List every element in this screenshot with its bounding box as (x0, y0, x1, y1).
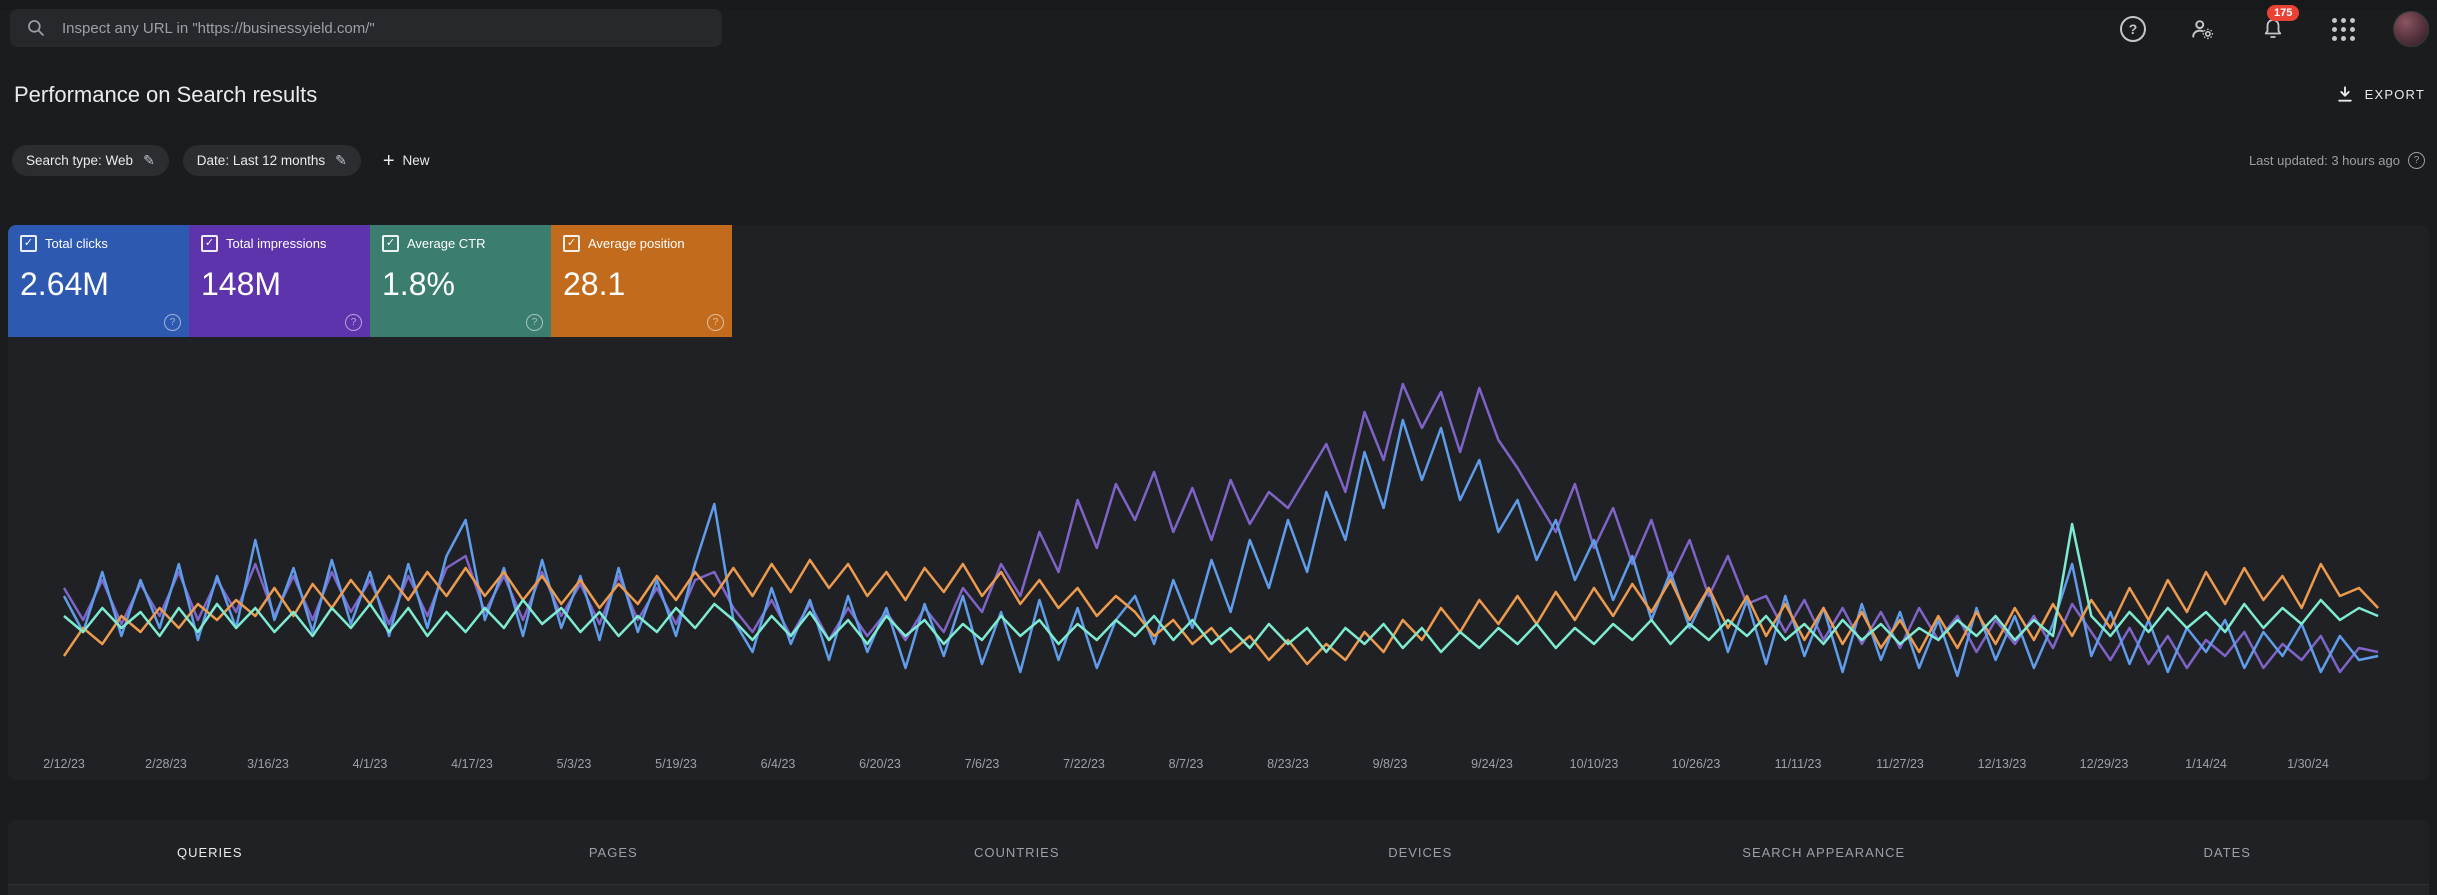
help-circle-icon[interactable]: ? (2408, 152, 2425, 169)
checkbox-checked-icon[interactable]: ✓ (382, 235, 399, 252)
edit-pencil-icon[interactable]: ✎ (335, 152, 347, 168)
metric-value: 148M (201, 266, 282, 302)
url-inspect-searchbar[interactable] (10, 9, 722, 47)
account-button[interactable] (2393, 9, 2429, 49)
metric-card-total-impressions[interactable]: ✓ Total impressions 148M ? (189, 225, 370, 337)
tab-dates[interactable]: DATES (2203, 844, 2251, 860)
x-axis-label: 2/12/23 (43, 757, 85, 771)
bell-icon (2264, 19, 2282, 38)
x-axis-label: 11/11/23 (1774, 757, 1822, 771)
x-axis-label: 11/27/23 (1876, 757, 1924, 771)
metric-label: Total clicks (45, 236, 108, 251)
notifications-button[interactable]: 175 (2253, 5, 2300, 49)
last-updated-text: Last updated: 3 hours ago (2248, 153, 2400, 168)
user-settings-button[interactable] (2183, 9, 2223, 49)
metric-cards: ✓ Total clicks 2.64M ? ✓ Total impressio… (8, 225, 2429, 337)
dimension-tabs: QUERIES PAGES COUNTRIES DEVICES SEARCH A… (8, 820, 2429, 887)
checkbox-checked-icon[interactable]: ✓ (20, 235, 37, 252)
metric-card-average-ctr[interactable]: ✓ Average CTR 1.8% ? (370, 225, 551, 337)
x-axis-label: 1/30/24 (2287, 757, 2329, 771)
help-button[interactable]: ? (2113, 9, 2153, 49)
page-title: Performance on Search results (14, 82, 318, 107)
x-axis-label: 9/8/23 (1372, 757, 1408, 771)
filter-bar: Search type: Web ✎ Date: Last 12 months … (12, 145, 438, 176)
x-axis-label: 12/29/23 (2079, 757, 2129, 771)
search-type-filter-label: Search type: Web (26, 153, 134, 168)
search-type-filter-chip[interactable]: Search type: Web ✎ (12, 145, 169, 176)
help-icon: ? (2120, 16, 2146, 42)
plus-icon: + (382, 149, 395, 172)
x-axis-label: 1/14/24 (2185, 757, 2227, 771)
topbar-icons: ? 175 (2113, 5, 2429, 49)
tab-devices[interactable]: DEVICES (1388, 844, 1453, 860)
series-line-impressions (62, 382, 2379, 674)
search-icon (28, 20, 45, 37)
x-axis-label: 5/19/23 (655, 757, 697, 771)
metric-card-average-position[interactable]: ✓ Average position 28.1 ? (551, 225, 732, 337)
checkbox-checked-icon[interactable]: ✓ (201, 235, 218, 252)
x-axis-label: 4/1/23 (352, 757, 388, 771)
download-icon (2337, 86, 2352, 102)
date-filter-chip[interactable]: Date: Last 12 months ✎ (182, 145, 361, 176)
x-axis-label: 4/17/23 (451, 757, 493, 771)
series-line-ctr (63, 522, 2379, 654)
last-updated: Last updated: 3 hours ago ? (2249, 152, 2425, 169)
metric-value: 28.1 (563, 266, 626, 302)
performance-chart-panel: ✓ Total clicks 2.64M ? ✓ Total impressio… (8, 225, 2429, 780)
metric-label: Average CTR (407, 236, 486, 251)
performance-line-chart[interactable] (8, 337, 2429, 757)
metric-value: 2.64M (20, 266, 109, 302)
metric-card-total-clicks[interactable]: ✓ Total clicks 2.64M ? (8, 225, 189, 337)
x-axis-label: 7/6/23 (964, 757, 1000, 771)
x-axis: 2/12/23 2/28/23 3/16/23 4/1/23 4/17/23 5/3/23… (8, 757, 2429, 777)
metric-value: 1.8% (382, 266, 455, 302)
x-axis-label: 8/7/23 (1168, 757, 1204, 771)
new-filter-button[interactable]: + New (375, 151, 438, 171)
x-axis-label: 3/16/23 (247, 757, 289, 771)
window-top-strip (0, 0, 2437, 10)
edit-pencil-icon[interactable]: ✎ (143, 152, 155, 168)
tabs-divider (8, 884, 2429, 885)
x-axis-label: 12/13/23 (1977, 757, 2027, 771)
metric-label: Average position (588, 236, 685, 251)
x-axis-label: 10/26/23 (1671, 757, 1721, 771)
checkbox-checked-icon[interactable]: ✓ (563, 235, 580, 252)
new-filter-label: New (402, 153, 430, 168)
person-gear-icon (2192, 20, 2214, 40)
x-axis-label: 9/24/23 (1471, 757, 1513, 771)
series-line-position (62, 558, 2380, 666)
x-axis-label: 5/3/23 (556, 757, 592, 771)
help-circle-icon[interactable]: ? (164, 314, 181, 331)
notification-count-badge: 175 (2267, 5, 2300, 21)
dimensions-table-card: QUERIES PAGES COUNTRIES DEVICES SEARCH A… (8, 820, 2429, 895)
export-button[interactable]: EXPORT (2335, 84, 2425, 104)
series-line-clicks (62, 418, 2379, 678)
help-circle-icon[interactable]: ? (345, 314, 362, 331)
avatar (2393, 11, 2429, 47)
x-axis-label: 10/10/23 (1569, 757, 1619, 771)
x-axis-label: 8/23/23 (1267, 757, 1309, 771)
x-axis-label: 6/20/23 (859, 757, 901, 771)
tab-search-appearance[interactable]: SEARCH APPEARANCE (1742, 844, 1906, 860)
x-axis-label: 2/28/23 (145, 757, 187, 771)
apps-menu-button[interactable] (2323, 9, 2363, 49)
tab-countries[interactable]: COUNTRIES (973, 844, 1060, 860)
apps-grid-icon (2331, 17, 2355, 41)
tab-pages[interactable]: PAGES (588, 844, 638, 860)
x-axis-label: 6/4/23 (760, 757, 796, 771)
export-label: EXPORT (2364, 86, 2425, 102)
help-circle-icon[interactable]: ? (707, 314, 724, 331)
url-inspect-input[interactable] (60, 18, 706, 38)
date-filter-label: Date: Last 12 months (196, 153, 326, 168)
metric-label: Total impressions (226, 236, 327, 251)
table-header-strip (8, 885, 2429, 895)
x-axis-label: 7/22/23 (1063, 757, 1105, 771)
help-circle-icon[interactable]: ? (526, 314, 543, 331)
tab-queries[interactable]: QUERIES (8, 820, 412, 887)
